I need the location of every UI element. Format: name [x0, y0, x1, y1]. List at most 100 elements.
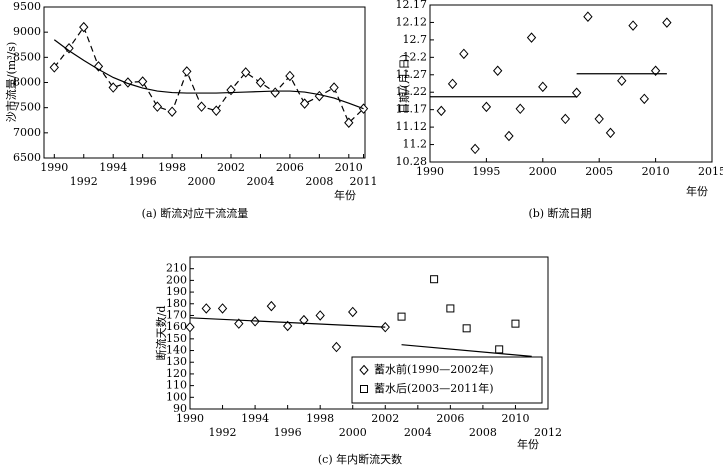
x-axis-label: 年份: [686, 184, 708, 198]
marker-diamond: [605, 127, 616, 139]
y-tick-label: 210: [166, 262, 187, 275]
x-tick-label: 2000: [529, 165, 557, 178]
x-tick-label: 1990: [40, 161, 68, 174]
marker-diamond: [470, 143, 480, 155]
marker-diamond: [270, 87, 280, 98]
y-tick-label: 11.27: [396, 68, 428, 81]
marker-diamond: [182, 66, 192, 77]
y-tick-label: 12.7: [403, 33, 428, 46]
y-tick-label: 12.17: [396, 0, 428, 11]
marker-diamond: [515, 103, 525, 115]
marker-diamond: [315, 310, 325, 321]
y-tick-label: 180: [166, 297, 187, 310]
x-tick-label: 2004: [246, 175, 274, 188]
marker-diamond: [64, 43, 74, 54]
marker-diamond: [152, 101, 163, 112]
y-tick-label: 100: [166, 390, 187, 403]
y-tick-label: 9000: [13, 25, 41, 38]
marker-diamond: [628, 20, 638, 31]
marker-square: [511, 319, 520, 328]
marker-diamond: [282, 320, 293, 332]
x-tick-label: 2012: [534, 426, 562, 439]
marker-diamond: [481, 101, 492, 113]
y-tick-label: 8500: [13, 50, 41, 63]
marker-diamond: [217, 303, 228, 314]
line: [189, 317, 386, 328]
x-tick-label: 2002: [371, 412, 399, 425]
x-tick-label: 1998: [306, 412, 334, 425]
legend-label: 蓄水后(2003—2011年): [374, 381, 494, 395]
legend-label: 蓄水前(1990—2002年): [374, 362, 494, 376]
marker-diamond: [331, 341, 342, 353]
marker-diamond: [493, 65, 503, 77]
marker-diamond: [344, 117, 354, 129]
marker-diamond: [594, 113, 604, 125]
y-axis-label: 断流天数/d: [154, 306, 168, 361]
marker-diamond: [49, 62, 59, 73]
y-axis-label: 日期/(月.日): [398, 54, 411, 114]
plot-frame: [43, 6, 366, 159]
marker-diamond: [211, 105, 221, 116]
y-tick-label: 160: [166, 320, 187, 333]
marker-square: [397, 312, 406, 321]
y-tick-label: 110: [166, 379, 187, 392]
x-tick-label: 2010: [335, 161, 363, 174]
y-tick-label: 11.2: [403, 138, 428, 151]
marker-diamond: [234, 318, 244, 329]
x-tick-label: 1996: [129, 175, 157, 188]
y-tick-label: 11.12: [396, 120, 428, 133]
x-tick-label: 2010: [642, 165, 670, 178]
x-tick-label: 1992: [209, 426, 237, 439]
marker-diamond: [137, 76, 148, 87]
x-tick-label: 2005: [585, 165, 613, 178]
x-tick-label: 1994: [99, 161, 127, 174]
marker-diamond: [241, 67, 251, 78]
x-tick-label: 2015: [698, 165, 723, 178]
marker-square: [462, 324, 471, 333]
marker-diamond: [639, 93, 649, 105]
marker-diamond: [504, 130, 514, 142]
x-tick-label: 2000: [339, 426, 367, 439]
x-tick-label: 2002: [217, 161, 245, 174]
line: [401, 344, 532, 357]
y-tick-label: 150: [166, 332, 187, 345]
marker-square: [446, 304, 455, 313]
marker-diamond: [459, 48, 469, 60]
plot-frame: [429, 4, 713, 163]
marker-diamond: [299, 314, 309, 326]
x-tick-label: 2008: [305, 175, 333, 188]
plot-frame: [189, 256, 549, 410]
marker-diamond: [167, 106, 177, 117]
y-tick-label: 140: [166, 344, 187, 357]
caption: (a) 断流对应干流流量: [142, 206, 249, 220]
x-tick-label: 1996: [274, 426, 302, 439]
x-tick-label: 2004: [404, 426, 432, 439]
x-axis-label: 年份: [517, 437, 539, 451]
x-tick-label: 1992: [70, 175, 98, 188]
y-tick-label: 12.12: [396, 15, 428, 28]
x-tick-label: 2000: [188, 175, 216, 188]
marker-diamond: [571, 87, 582, 98]
y-tick-label: 7000: [13, 126, 41, 139]
marker-diamond: [185, 321, 195, 333]
x-tick-label: 2010: [501, 412, 529, 425]
x-tick-label: 1995: [472, 165, 500, 178]
y-tick-label: 12.2: [403, 50, 428, 63]
y-tick-label: 130: [166, 355, 187, 368]
y-tick-label: 200: [166, 273, 187, 286]
y-tick-label: 190: [166, 285, 187, 298]
x-tick-label: 2006: [436, 412, 464, 425]
marker-diamond: [650, 65, 661, 77]
marker-diamond: [79, 21, 89, 33]
x-tick-label: 2011: [350, 175, 378, 188]
marker-diamond: [201, 303, 211, 314]
y-tick-label: 11.22: [396, 85, 428, 98]
marker-diamond: [583, 11, 593, 22]
marker-diamond: [617, 75, 627, 86]
y-tick-label: 9500: [13, 0, 41, 13]
marker-diamond: [299, 98, 310, 109]
marker-diamond: [526, 32, 537, 43]
legend-box: [351, 356, 543, 404]
marker-diamond: [108, 82, 118, 93]
caption: (c) 年内断流天数: [318, 452, 402, 466]
